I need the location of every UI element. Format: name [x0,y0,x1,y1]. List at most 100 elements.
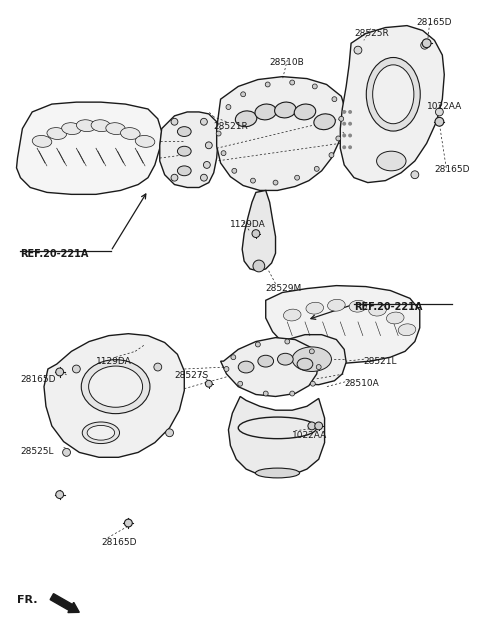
Ellipse shape [178,146,191,156]
Text: FR.: FR. [17,595,38,605]
Circle shape [422,39,431,48]
Text: 1129DA: 1129DA [96,357,132,366]
Ellipse shape [277,353,293,365]
Circle shape [295,175,300,180]
Circle shape [224,366,229,372]
Circle shape [348,122,352,126]
Text: 1022AA: 1022AA [427,102,462,111]
Text: 28165D: 28165D [21,375,56,384]
Circle shape [342,110,346,114]
Ellipse shape [292,347,332,372]
Circle shape [339,117,344,121]
Circle shape [263,391,268,396]
Ellipse shape [82,422,120,444]
Polygon shape [16,102,162,195]
Circle shape [310,349,314,354]
Ellipse shape [377,151,406,171]
Ellipse shape [76,120,96,132]
Ellipse shape [372,65,414,124]
Circle shape [285,339,290,344]
Circle shape [411,171,419,179]
Ellipse shape [294,104,316,120]
Text: 1022AA: 1022AA [292,431,327,440]
Ellipse shape [297,358,313,370]
Circle shape [329,153,334,158]
Polygon shape [340,25,444,183]
Circle shape [316,365,321,370]
Ellipse shape [87,425,115,440]
Ellipse shape [327,299,345,311]
Polygon shape [266,285,420,363]
Ellipse shape [81,359,150,413]
Ellipse shape [91,120,111,132]
Circle shape [311,381,315,386]
Text: 28165D: 28165D [417,18,452,27]
Circle shape [342,134,346,138]
Circle shape [231,355,236,359]
Circle shape [255,342,260,347]
Ellipse shape [89,366,143,407]
Circle shape [435,108,444,116]
Text: 28165D: 28165D [434,165,470,174]
Ellipse shape [258,355,274,367]
Circle shape [332,97,337,101]
Text: REF.20-221A: REF.20-221A [21,249,89,259]
Circle shape [265,82,270,87]
Circle shape [308,422,316,430]
Ellipse shape [255,468,300,478]
Circle shape [201,174,207,181]
Text: 28521R: 28521R [214,122,249,131]
Circle shape [166,429,173,437]
Text: 1129DA: 1129DA [230,220,266,229]
Ellipse shape [106,123,125,134]
Circle shape [62,448,71,456]
Ellipse shape [235,111,257,127]
Circle shape [336,136,341,141]
Circle shape [315,422,323,430]
Ellipse shape [306,302,324,314]
Circle shape [348,110,352,114]
Polygon shape [216,77,346,190]
Ellipse shape [386,312,404,324]
Circle shape [56,368,64,376]
Circle shape [342,145,346,149]
Ellipse shape [61,123,81,134]
Ellipse shape [178,166,191,176]
Circle shape [201,119,207,125]
Text: 28510A: 28510A [344,378,379,388]
Circle shape [238,381,243,386]
Circle shape [314,166,319,171]
Circle shape [221,151,226,155]
Ellipse shape [314,114,336,130]
Ellipse shape [369,304,386,316]
Ellipse shape [366,58,420,131]
FancyArrow shape [50,593,79,612]
Polygon shape [160,112,218,188]
Circle shape [354,46,362,54]
Text: 28529M: 28529M [266,283,302,293]
Text: 28510B: 28510B [270,58,304,67]
Circle shape [205,380,212,387]
Circle shape [253,260,265,272]
Circle shape [252,230,260,238]
Circle shape [251,178,255,183]
Ellipse shape [275,102,296,118]
Ellipse shape [349,301,367,312]
Ellipse shape [47,127,67,139]
Text: 28525L: 28525L [21,448,54,456]
Text: 28521L: 28521L [364,357,397,366]
Circle shape [273,180,278,185]
Circle shape [216,131,221,136]
Polygon shape [274,335,346,385]
Circle shape [56,491,64,498]
Ellipse shape [398,324,416,335]
Circle shape [154,363,162,371]
Circle shape [205,142,212,149]
Circle shape [435,117,444,126]
Circle shape [226,105,231,110]
Circle shape [312,84,317,89]
Polygon shape [242,190,276,271]
Ellipse shape [178,127,191,136]
Polygon shape [44,333,184,457]
Circle shape [124,519,132,527]
